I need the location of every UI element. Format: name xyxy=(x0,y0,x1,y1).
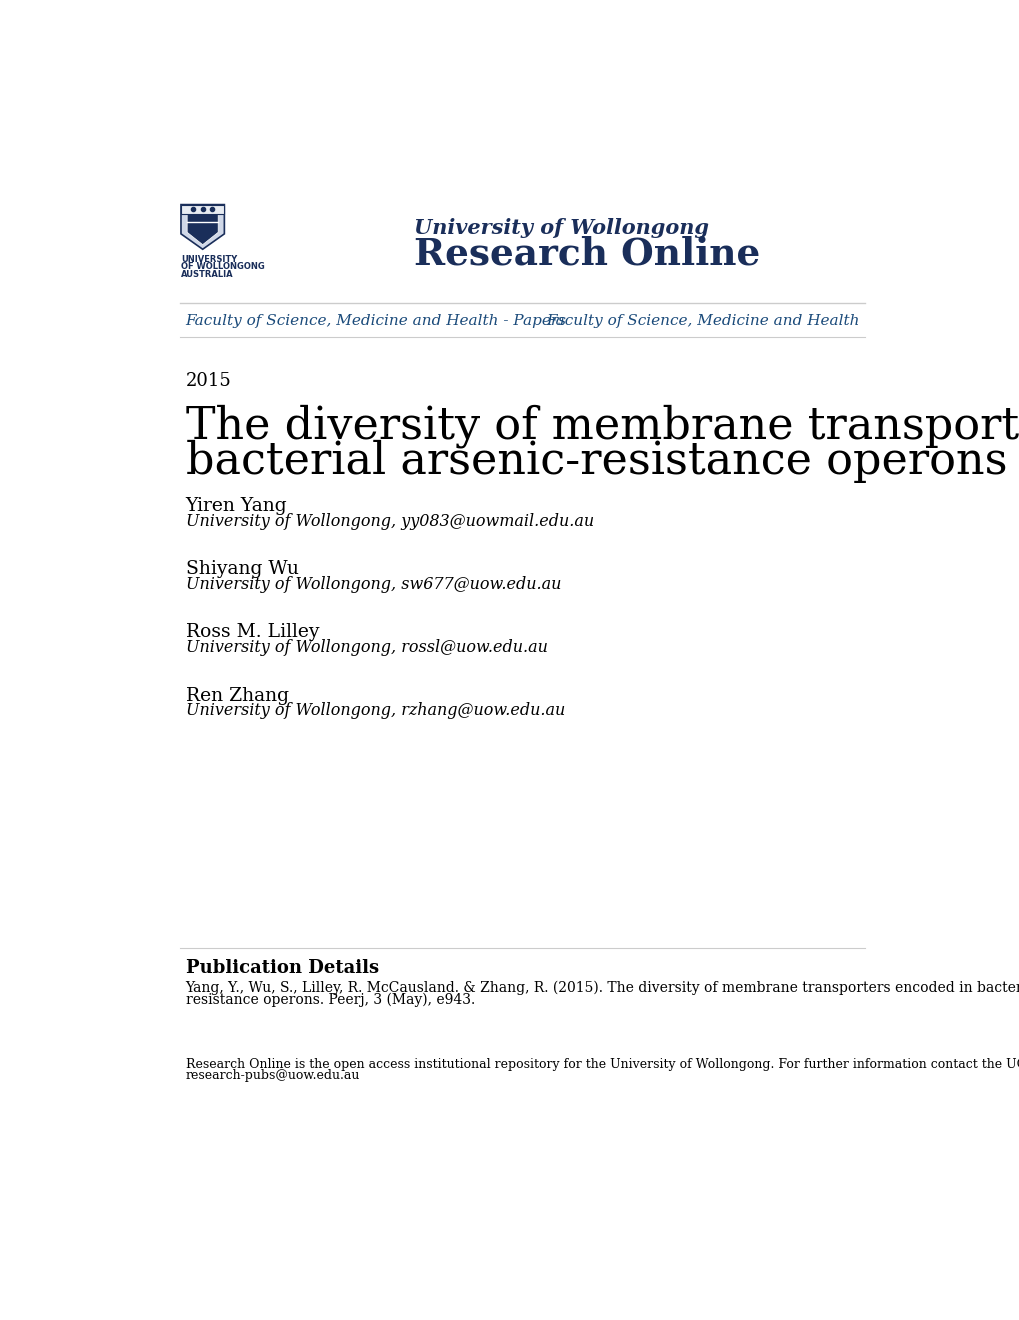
Text: Ren Zhang: Ren Zhang xyxy=(185,686,288,705)
Text: AUSTRALIA: AUSTRALIA xyxy=(180,271,233,279)
Text: Research Online: Research Online xyxy=(414,235,760,272)
Polygon shape xyxy=(187,213,218,244)
Text: Ross M. Lilley: Ross M. Lilley xyxy=(185,623,319,642)
Text: Research Online is the open access institutional repository for the University o: Research Online is the open access insti… xyxy=(185,1057,1019,1071)
Text: Faculty of Science, Medicine and Health: Faculty of Science, Medicine and Health xyxy=(546,314,859,327)
Text: University of Wollongong, yy083@uowmail.edu.au: University of Wollongong, yy083@uowmail.… xyxy=(185,512,593,529)
Polygon shape xyxy=(180,205,224,214)
Text: resistance operons. Peerj, 3 (May), e943.: resistance operons. Peerj, 3 (May), e943… xyxy=(185,993,475,1007)
Polygon shape xyxy=(180,205,224,249)
Text: Shiyang Wu: Shiyang Wu xyxy=(185,560,299,578)
Text: research-pubs@uow.edu.au: research-pubs@uow.edu.au xyxy=(185,1069,360,1082)
Text: University of Wollongong, rzhang@uow.edu.au: University of Wollongong, rzhang@uow.edu… xyxy=(185,702,565,719)
Text: OF WOLLONGONG: OF WOLLONGONG xyxy=(180,263,265,272)
Text: The diversity of membrane transporters encoded in: The diversity of membrane transporters e… xyxy=(185,405,1019,449)
Text: UNIVERSITY: UNIVERSITY xyxy=(180,255,237,264)
Text: Yiren Yang: Yiren Yang xyxy=(185,498,287,515)
Text: bacterial arsenic-resistance operons: bacterial arsenic-resistance operons xyxy=(185,441,1006,483)
Text: University of Wollongong, rossl@uow.edu.au: University of Wollongong, rossl@uow.edu.… xyxy=(185,639,547,656)
Text: University of Wollongong: University of Wollongong xyxy=(414,218,708,239)
Text: University of Wollongong, sw677@uow.edu.au: University of Wollongong, sw677@uow.edu.… xyxy=(185,576,560,593)
Text: Publication Details: Publication Details xyxy=(185,960,378,977)
Text: Yang, Y., Wu, S., Lilley, R. McCausland. & Zhang, R. (2015). The diversity of me: Yang, Y., Wu, S., Lilley, R. McCausland.… xyxy=(185,981,1019,995)
Text: Faculty of Science, Medicine and Health - Papers: Faculty of Science, Medicine and Health … xyxy=(185,314,567,327)
Text: 2015: 2015 xyxy=(185,372,231,391)
